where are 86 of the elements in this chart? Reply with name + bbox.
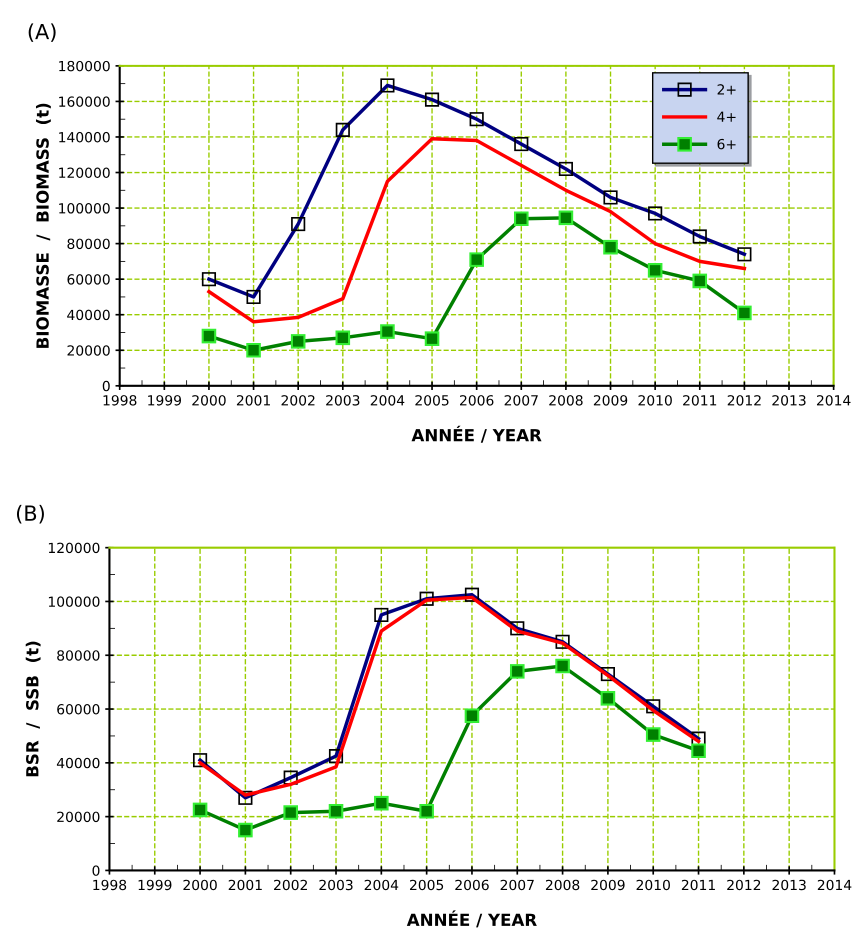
x-tick-label: 2013: [772, 880, 806, 890]
legend-label: 2+: [718, 84, 736, 94]
y-tick-label: 20000: [68, 345, 110, 356]
x-tick-label: 1998: [104, 395, 136, 406]
y-tick-label: 40000: [56, 758, 100, 768]
y-tick-label: 0: [92, 865, 100, 876]
y-tick-label: 20000: [57, 812, 100, 822]
x-tick-label: 2002: [282, 395, 314, 406]
y-tick-label: 120000: [59, 167, 110, 178]
x-tick-label: 2001: [228, 880, 262, 890]
x-tick-label: 2010: [638, 395, 672, 406]
point: [336, 330, 350, 346]
y-axis-title: BIOMASSE / BIOMASS (t): [36, 104, 51, 348]
x-tick-label: 2003: [326, 395, 360, 406]
chart-title: (B): [16, 504, 44, 524]
point: [737, 306, 752, 320]
x-axis-title: ANNÉE / YEAR: [412, 426, 542, 443]
point: [424, 331, 440, 346]
x-tick-label: 2008: [546, 880, 580, 890]
x-tick-label: 2011: [683, 395, 716, 406]
y-tick-label: 60000: [67, 274, 110, 285]
x-axis-title: ANNÉE / YEAR: [406, 910, 537, 928]
x-tick-label: 2010: [636, 880, 670, 890]
x-tick-label: 2007: [504, 395, 538, 406]
y-tick-label: 0: [102, 380, 110, 392]
x-tick-label: 2001: [236, 395, 270, 406]
y-tick-label: 160000: [59, 96, 110, 107]
y-tick-label: 60000: [57, 704, 100, 715]
point: [469, 252, 484, 267]
x-tick-label: 2003: [319, 880, 353, 890]
x-tick-label: 2000: [183, 880, 217, 890]
x-tick-label: 2007: [500, 880, 534, 890]
x-tick-label: 2013: [772, 395, 806, 406]
point: [283, 805, 298, 820]
point: [238, 822, 253, 838]
point: [246, 342, 261, 358]
point: [514, 211, 529, 226]
x-tick-label: 1998: [93, 880, 126, 890]
point: [419, 804, 434, 819]
x-tick-label: 2006: [455, 880, 489, 890]
y-tick-label: 140000: [59, 132, 110, 142]
y-tick-label: 100000: [59, 203, 110, 214]
x-tick-label: 2004: [370, 395, 404, 406]
y-tick-label: 80000: [57, 650, 100, 661]
point: [692, 274, 708, 288]
x-tick-label: 1999: [148, 395, 182, 406]
point: [328, 804, 344, 819]
chart-title: (A): [28, 23, 56, 42]
x-tick-label: 2005: [410, 880, 444, 890]
x-tick-label: 2014: [818, 880, 852, 890]
x-tick-label: 2005: [415, 395, 448, 406]
point: [558, 210, 574, 226]
x-tick-label: 2008: [549, 395, 583, 406]
point: [603, 240, 618, 254]
x-tick-label: 2012: [727, 880, 760, 890]
point: [510, 664, 525, 679]
x-tick-label: 2000: [192, 395, 226, 406]
x-tick-label: 2004: [364, 880, 398, 890]
x-tick-label: 2012: [728, 395, 761, 406]
point: [600, 690, 616, 706]
point: [290, 334, 306, 349]
line-series: [207, 137, 746, 324]
point: [648, 262, 662, 278]
point: [464, 708, 480, 724]
x-tick-label: 2006: [460, 395, 494, 406]
legend-label: 6+: [718, 138, 736, 150]
point: [555, 658, 570, 674]
y-tick-label: 80000: [67, 238, 110, 250]
x-tick-label: 1999: [138, 880, 172, 890]
point: [646, 727, 661, 742]
point: [192, 802, 208, 818]
point: [374, 796, 389, 810]
y-tick-label: 100000: [48, 596, 100, 607]
y-tick-label: 40000: [67, 310, 110, 320]
y-tick-label: 180000: [59, 60, 110, 72]
point: [380, 324, 395, 339]
x-tick-label: 2009: [591, 880, 625, 890]
x-tick-label: 2009: [594, 395, 628, 406]
x-tick-label: 2002: [274, 880, 307, 890]
y-axis-title: BSR / SSB (t): [26, 642, 41, 776]
x-tick-label: 2011: [682, 880, 715, 890]
x-tick-label: 2014: [816, 395, 851, 406]
point: [202, 328, 216, 344]
legend-label: 4+: [717, 112, 736, 122]
y-tick-label: 120000: [48, 542, 100, 554]
point: [691, 743, 706, 758]
